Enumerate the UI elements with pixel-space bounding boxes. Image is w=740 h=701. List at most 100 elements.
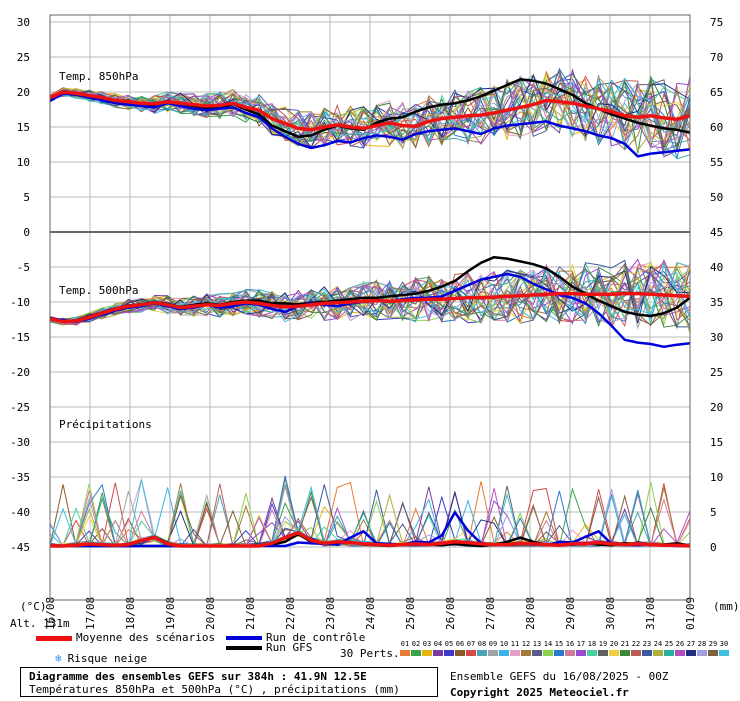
pert-color-swatch: [675, 650, 685, 656]
right-tick-label: 45: [710, 226, 723, 239]
right-tick-label: 50: [710, 191, 723, 204]
legend-snow: ❄ Risque neige: [55, 652, 147, 665]
pert-id-label: 29: [708, 640, 718, 648]
pert-id-label: 20: [609, 640, 619, 648]
legend-perts-label: 30 Perts.: [340, 647, 400, 660]
control-line-panel-2: [50, 511, 690, 548]
pert-id-label: 10: [499, 640, 509, 648]
left-tick-label: -40: [10, 506, 30, 519]
right-tick-label: 75: [710, 16, 723, 29]
pert-color-swatch: [532, 650, 542, 656]
pert-id-label: 13: [532, 640, 542, 648]
pert-color-swatch: [411, 650, 421, 656]
pert-color-swatch: [499, 650, 509, 656]
pert-id-label: 27: [686, 640, 696, 648]
pert-id-label: 11: [510, 640, 520, 648]
pert-id-label: 19: [598, 640, 608, 648]
right-tick-label: 30: [710, 331, 723, 344]
panel-label-precip: Précipitations: [59, 418, 152, 431]
pert-color-swatch: [400, 650, 410, 656]
legend-gfs-label: Run GFS: [266, 641, 313, 654]
left-tick-label: 0: [23, 226, 30, 239]
pert-id-label: 05: [444, 640, 454, 648]
pert-color-swatch: [422, 650, 432, 656]
x-tick-label: 25/08: [404, 597, 417, 630]
left-tick-label: -5: [17, 261, 30, 274]
pert-id-label: 16: [565, 640, 575, 648]
right-tick-label: 5: [710, 506, 717, 519]
left-tick-label: 15: [17, 121, 30, 134]
legend-control-label: Run de contrôle: [266, 631, 366, 644]
x-tick-label: 27/08: [484, 597, 497, 630]
x-tick-label: 17/08: [84, 597, 97, 630]
x-tick-label: 01/09: [684, 597, 697, 630]
pert-color-swatch: [543, 650, 553, 656]
pert-id-label: 15: [554, 640, 564, 648]
pert-id-label: 24: [653, 640, 663, 648]
pert-color-swatch: [433, 650, 443, 656]
right-tick-label: 35: [710, 296, 723, 309]
pert-id-label: 14: [543, 640, 553, 648]
right-tick-label: 70: [710, 51, 723, 64]
pert-color-swatch: [708, 650, 718, 656]
pert-id-label: 07: [466, 640, 476, 648]
pert-color-swatch: [554, 650, 564, 656]
pert-line-850: [49, 74, 691, 148]
pert-color-swatch: [653, 650, 663, 656]
pert-color-swatch: [488, 650, 498, 656]
mean-line-panel-2: [50, 530, 691, 548]
pert-color-swatch: [444, 650, 454, 656]
right-unit-label: (mm): [713, 600, 740, 613]
legend-control-swatch: [226, 636, 262, 640]
pert-id-label: 23: [642, 640, 652, 648]
pert-line-850: [49, 74, 691, 142]
left-tick-label: 25: [17, 51, 30, 64]
pert-id-label: 09: [488, 640, 498, 648]
pert-color-swatch: [565, 650, 575, 656]
pert-id-label: 12: [521, 640, 531, 648]
right-tick-label: 55: [710, 156, 723, 169]
mean-line-panel-0: [49, 90, 691, 132]
right-tick-label: 25: [710, 366, 723, 379]
pert-id-label: 30: [719, 640, 729, 648]
left-tick-label: -45: [10, 541, 30, 554]
pert-color-swatch: [697, 650, 707, 656]
left-tick-label: -30: [10, 436, 30, 449]
panel-label-850: Temp. 850hPa: [59, 70, 138, 83]
pert-color-swatch: [719, 650, 729, 656]
pert-color-swatch: [598, 650, 608, 656]
legend-snow-label: Risque neige: [67, 652, 148, 665]
pert-color-swatch: [466, 650, 476, 656]
left-tick-label: -10: [10, 296, 30, 309]
left-tick-label: 10: [17, 156, 30, 169]
pert-id-label: 25: [664, 640, 674, 648]
x-tick-label: 19/08: [164, 597, 177, 630]
pert-id-label: 17: [576, 640, 586, 648]
mean-line-panel-1: [49, 291, 691, 324]
legend-mean-label: Moyenne des scénarios: [76, 631, 216, 644]
pert-id-label: 22: [631, 640, 641, 648]
legend-control: Run de contrôle: [226, 631, 365, 644]
pert-color-swatch: [664, 650, 674, 656]
pert-color-swatch: [477, 650, 487, 656]
left-unit-label: (°C): [20, 600, 47, 613]
x-tick-label: 16/08: [44, 597, 57, 630]
right-tick-label: 40: [710, 261, 723, 274]
x-tick-label: 24/08: [364, 597, 377, 630]
pert-id-label: 02: [411, 640, 421, 648]
x-tick-label: 20/08: [204, 597, 217, 630]
pert-color-swatch: [631, 650, 641, 656]
main-lines: [49, 78, 691, 548]
pert-id-label: 08: [477, 640, 487, 648]
right-tick-label: 60: [710, 121, 723, 134]
pert-line-850: [49, 75, 691, 145]
footer-run-info: Ensemble GEFS du 16/08/2025 - 00Z Copyri…: [450, 669, 669, 701]
pert-color-swatch: [587, 650, 597, 656]
left-tick-label: -25: [10, 401, 30, 414]
right-tick-label: 0: [710, 541, 717, 554]
panel-label-500: Temp. 500hPa: [59, 284, 138, 297]
x-tick-label: 23/08: [324, 597, 337, 630]
left-tick-label: 20: [17, 86, 30, 99]
right-tick-label: 20: [710, 401, 723, 414]
